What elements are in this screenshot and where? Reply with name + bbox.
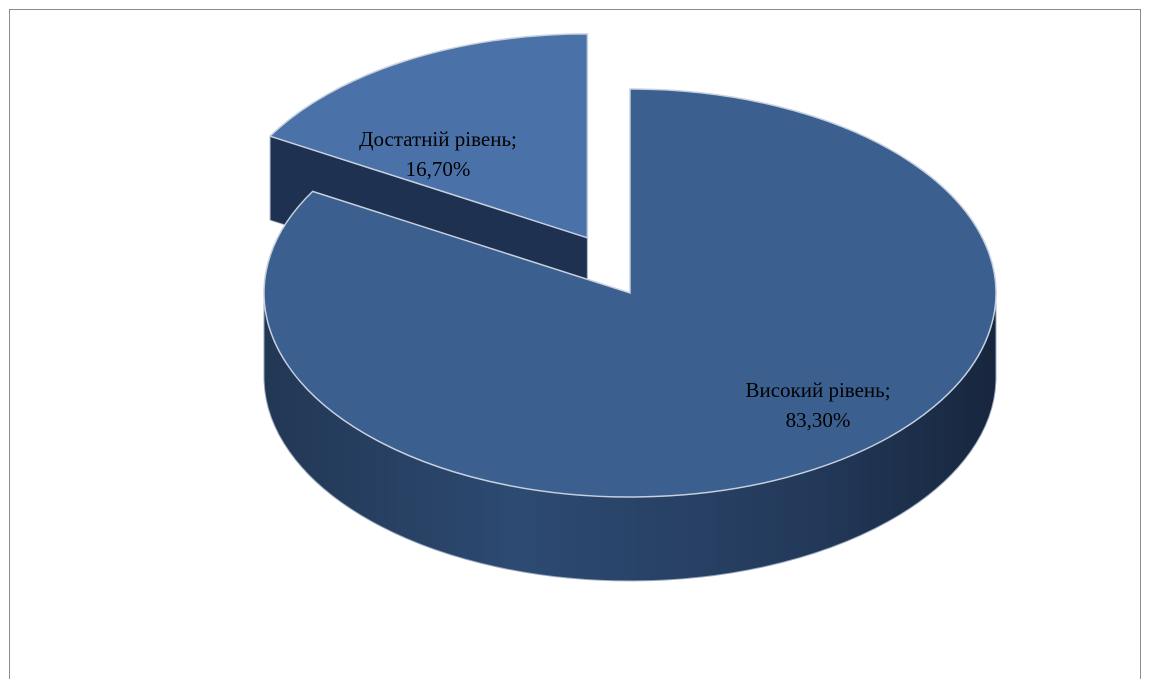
slice-label-value: 16,70% bbox=[406, 157, 471, 181]
slice-dostatnii-riven bbox=[268, 33, 589, 239]
chart-frame bbox=[9, 9, 1141, 679]
slice-label-value: 83,30% bbox=[786, 408, 851, 432]
slice-label-name: Високий рівень; bbox=[745, 378, 890, 402]
slice-label-name: Достатній рівень; bbox=[359, 127, 517, 151]
slice-vysokyi-riven bbox=[263, 88, 997, 498]
